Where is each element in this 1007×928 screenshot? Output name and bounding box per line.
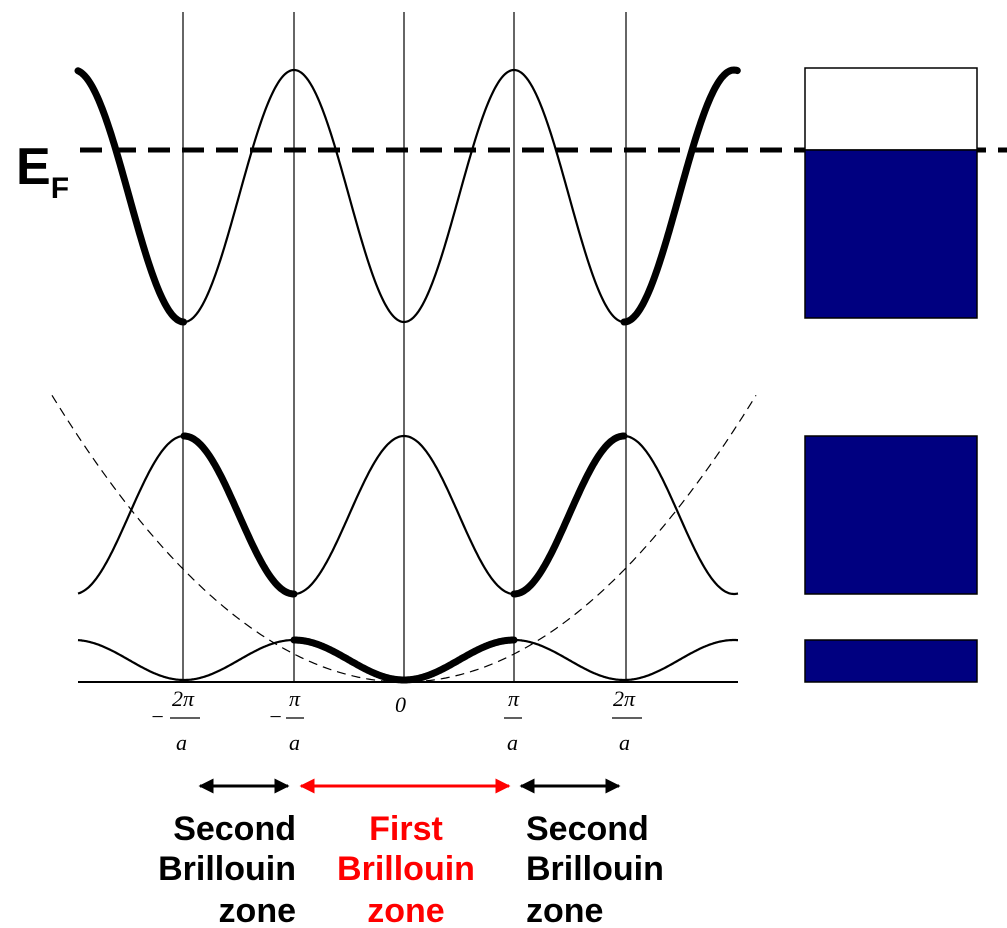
svg-text:2π: 2π (172, 686, 195, 711)
zone-label-first: First Brillouin zone (337, 810, 475, 928)
svg-text:Brillouin: Brillouin (158, 850, 296, 888)
svg-text:π: π (508, 686, 520, 711)
tick-label-neg-pi-a: π a − (268, 686, 304, 755)
svg-text:a: a (507, 730, 518, 755)
fermi-level-label: EF (16, 138, 69, 205)
band-box-top-filled (804, 149, 978, 319)
tick-label-pi-a: π a (504, 686, 522, 755)
svg-text:First: First (369, 810, 443, 848)
svg-text:Brillouin: Brillouin (526, 850, 664, 888)
zone-label-second-left: Second Brillouin zone (158, 810, 296, 928)
extended-zone-band-2-right (510, 432, 628, 598)
band-2 (77, 434, 739, 596)
extended-zone-band-3-left (74, 67, 188, 326)
svg-text:π: π (289, 686, 301, 711)
zone-label-second-right: Second Brillouin zone (526, 810, 664, 928)
tick-label-neg-2pi-a: 2π a − (150, 686, 200, 755)
svg-text:−: − (268, 704, 283, 729)
svg-text:a: a (619, 730, 630, 755)
svg-text:2π: 2π (613, 686, 636, 711)
svg-text:zone: zone (526, 892, 603, 928)
band-3 (77, 68, 739, 324)
band-box-middle-filled (804, 435, 978, 595)
svg-text:0: 0 (395, 692, 406, 717)
tick-label-2pi-a: 2π a (612, 686, 642, 755)
svg-text:Second: Second (526, 810, 649, 848)
zone-boundary-lines (182, 12, 627, 682)
tick-labels: 2π a − π a − 0 π a 2π a (150, 686, 642, 755)
svg-text:Brillouin: Brillouin (337, 850, 475, 888)
svg-text:zone: zone (367, 892, 444, 928)
extended-zone-band-1 (290, 636, 518, 684)
band-box-top-empty (804, 67, 978, 151)
band-1 (77, 638, 738, 682)
svg-text:Second: Second (173, 810, 296, 848)
svg-text:a: a (176, 730, 187, 755)
band-box-bottom-filled (804, 639, 978, 683)
svg-text:zone: zone (219, 892, 296, 928)
extended-zone-band-2-left (180, 432, 298, 598)
tick-label-zero: 0 (395, 692, 406, 717)
svg-text:a: a (289, 730, 300, 755)
svg-text:−: − (150, 704, 165, 729)
extended-zone-band-3-right (620, 66, 741, 326)
